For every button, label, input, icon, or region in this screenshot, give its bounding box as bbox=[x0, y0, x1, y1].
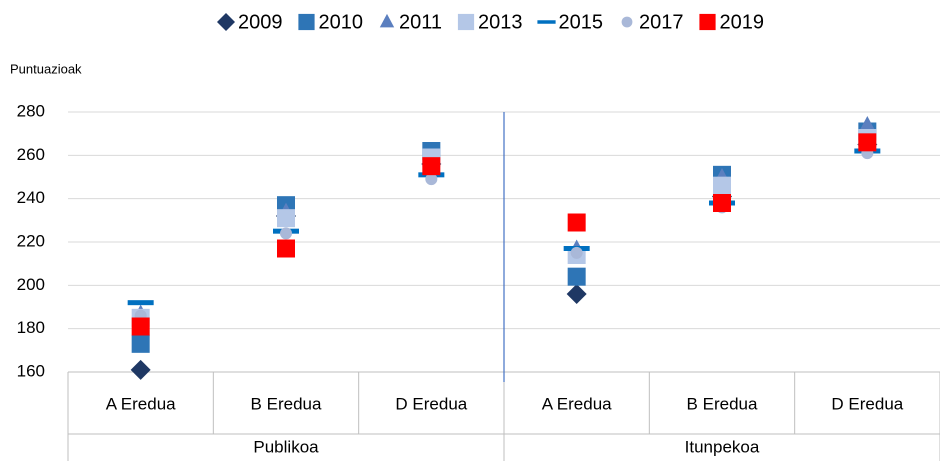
marker bbox=[859, 116, 876, 131]
x-tick-label: A Eredua bbox=[106, 394, 176, 413]
marker bbox=[570, 246, 583, 259]
marker bbox=[131, 334, 150, 353]
marker bbox=[566, 284, 587, 304]
x-tick-label: A Eredua bbox=[542, 394, 612, 413]
legend-marker bbox=[457, 13, 475, 31]
y-tick-label: 220 bbox=[17, 231, 45, 250]
legend-marker bbox=[216, 13, 235, 31]
x-tick-label: B Eredua bbox=[687, 394, 758, 413]
y-tick-label: 160 bbox=[17, 361, 45, 380]
group-label: Publikoa bbox=[253, 437, 319, 456]
marker bbox=[131, 317, 150, 336]
group-label: Itunpekoa bbox=[685, 437, 760, 456]
legend-marker bbox=[537, 20, 556, 24]
y-axis-label: Puntuazioak bbox=[10, 61, 82, 76]
legend-label: 2010 bbox=[318, 11, 363, 33]
x-tick-label: D Eredua bbox=[831, 394, 903, 413]
legend-marker bbox=[298, 13, 315, 31]
y-tick-label: 280 bbox=[17, 101, 45, 120]
legend-label: 2009 bbox=[238, 11, 283, 33]
legend-marker bbox=[621, 16, 633, 28]
y-tick-label: 200 bbox=[17, 275, 45, 294]
marker bbox=[425, 173, 438, 186]
marker bbox=[713, 194, 731, 212]
marker bbox=[858, 133, 877, 152]
x-tick-label: B Eredua bbox=[251, 394, 322, 413]
legend-label: 2015 bbox=[559, 11, 604, 33]
marker bbox=[567, 267, 586, 286]
y-tick-label: 260 bbox=[17, 145, 45, 164]
legend-label: 2011 bbox=[399, 11, 442, 33]
marker bbox=[130, 359, 151, 380]
y-tick-label: 180 bbox=[17, 318, 45, 337]
legend-label: 2013 bbox=[478, 11, 523, 33]
marker bbox=[422, 157, 441, 176]
legend-marker bbox=[699, 13, 716, 31]
marker bbox=[567, 213, 586, 232]
marker bbox=[127, 300, 154, 306]
legend-marker bbox=[379, 13, 395, 28]
marker bbox=[277, 209, 295, 228]
legend-label: 2019 bbox=[720, 11, 765, 33]
y-tick-label: 240 bbox=[17, 188, 45, 207]
legend-label: 2017 bbox=[639, 11, 684, 33]
legend: 2009 2010 2011 2013 2015 2017 2019 bbox=[216, 11, 765, 33]
marker bbox=[713, 176, 731, 195]
marker bbox=[277, 239, 295, 258]
marker bbox=[280, 227, 292, 240]
x-tick-label: D Eredua bbox=[395, 394, 467, 413]
